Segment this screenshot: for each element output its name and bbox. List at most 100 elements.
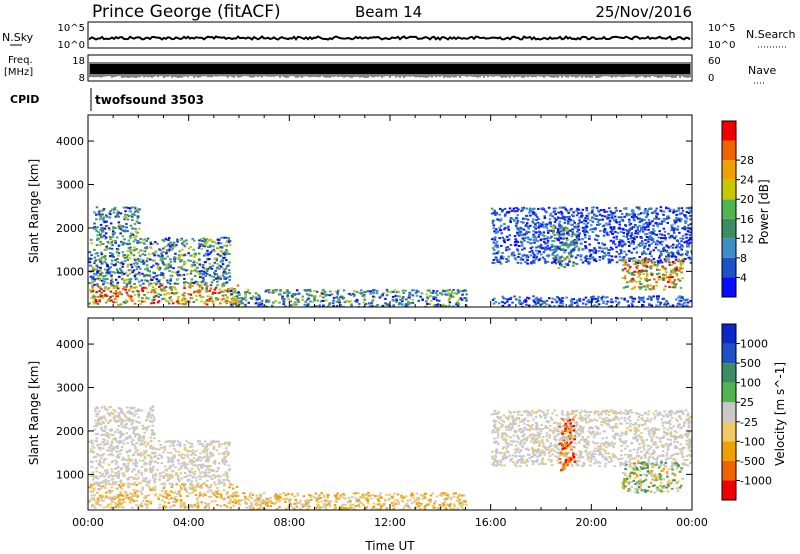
echo-cell [519, 262, 523, 265]
echo-cell [503, 305, 506, 307]
echo-cell [651, 238, 655, 240]
echo-cell [115, 455, 118, 458]
echo-cell [118, 498, 122, 501]
echo-cell [608, 223, 611, 226]
echo-cell [546, 223, 549, 226]
echo-cell [640, 286, 643, 289]
echo-cell [618, 259, 622, 262]
echo-cell [561, 243, 564, 246]
echo-cell [97, 211, 101, 214]
echo-cell [596, 299, 600, 302]
echo-cell [205, 287, 208, 290]
echo-cell [665, 255, 668, 258]
echo-cell [631, 212, 635, 215]
echo-cell [131, 299, 134, 302]
echo-cell [491, 261, 494, 264]
echo-cell [128, 249, 132, 252]
echo-cell [596, 297, 599, 300]
echo-cell [98, 298, 101, 301]
echo-cell [125, 278, 129, 281]
echo-cell [583, 256, 587, 259]
echo-cell [537, 226, 540, 229]
echo-cell [184, 483, 187, 486]
echo-cell [110, 270, 113, 273]
echo-cell [648, 231, 651, 234]
echo-cell [167, 459, 171, 462]
echo-cell [146, 441, 150, 444]
echo-cell [154, 473, 158, 475]
echo-cell [235, 500, 238, 503]
echo-cell [306, 303, 309, 306]
echo-cell [102, 277, 105, 280]
echo-cell [149, 420, 152, 423]
echo-cell [651, 260, 655, 263]
echo-cell [204, 275, 208, 277]
echo-cell [97, 420, 100, 423]
echo-cell [561, 302, 564, 305]
echo-cell [496, 252, 499, 255]
echo-cell [526, 241, 530, 244]
echo-cell [212, 439, 215, 442]
echo-cell [106, 271, 109, 274]
echo-cell [125, 291, 129, 294]
echo-cell [216, 292, 220, 295]
echo-cell [136, 217, 139, 220]
echo-cell [623, 297, 626, 300]
echo-cell [339, 304, 342, 307]
echo-cell [226, 453, 229, 456]
echo-cell [525, 256, 528, 259]
echo-cell [678, 303, 682, 306]
echo-cell [128, 450, 132, 453]
echo-cell [686, 240, 689, 243]
echo-cell [172, 441, 175, 444]
echo-cell [581, 208, 585, 211]
echo-cell [635, 246, 638, 249]
echo-cell [134, 276, 137, 279]
echo-cell [615, 209, 618, 212]
echo-cell [645, 277, 648, 280]
echo-cell [214, 490, 218, 493]
echo-cell [516, 233, 519, 236]
echo-cell [90, 465, 94, 468]
echo-cell [665, 300, 669, 303]
echo-cell [151, 487, 155, 490]
echo-cell [132, 240, 136, 243]
echo-cell [604, 296, 607, 299]
echo-cell [116, 295, 119, 298]
echo-cell [192, 452, 195, 455]
echo-cell [130, 496, 134, 498]
echo-cell [574, 243, 578, 246]
echo-cell [299, 499, 302, 502]
echo-cell [260, 299, 264, 302]
echo-cell [551, 240, 554, 242]
echo-cell [395, 301, 398, 303]
echo-cell [648, 302, 651, 305]
echo-cell [533, 259, 536, 262]
echo-cell [129, 287, 132, 290]
echo-cell [111, 232, 115, 235]
echo-cell [141, 290, 145, 293]
echo-cell [236, 284, 240, 287]
echo-cell [593, 227, 596, 230]
echo-cell [136, 262, 139, 265]
echo-cell [182, 299, 185, 302]
echo-cell [99, 287, 102, 290]
echo-cell [148, 501, 151, 503]
echo-cell [91, 285, 94, 288]
echo-cell [210, 297, 213, 300]
echo-cell [646, 283, 649, 286]
echo-cell [219, 505, 223, 508]
echo-cell [563, 221, 567, 224]
echo-cell [151, 476, 155, 479]
echo-cell [227, 241, 230, 244]
echo-cell [168, 474, 172, 477]
echo-cell [681, 209, 685, 212]
echo-cell [537, 301, 540, 304]
echo-cell [135, 220, 139, 223]
echo-cell [618, 239, 622, 241]
echo-cell [94, 455, 97, 458]
echo-cell [171, 286, 174, 289]
echo-cell [516, 261, 520, 264]
echo-cell [168, 282, 172, 285]
echo-cell [137, 469, 140, 472]
